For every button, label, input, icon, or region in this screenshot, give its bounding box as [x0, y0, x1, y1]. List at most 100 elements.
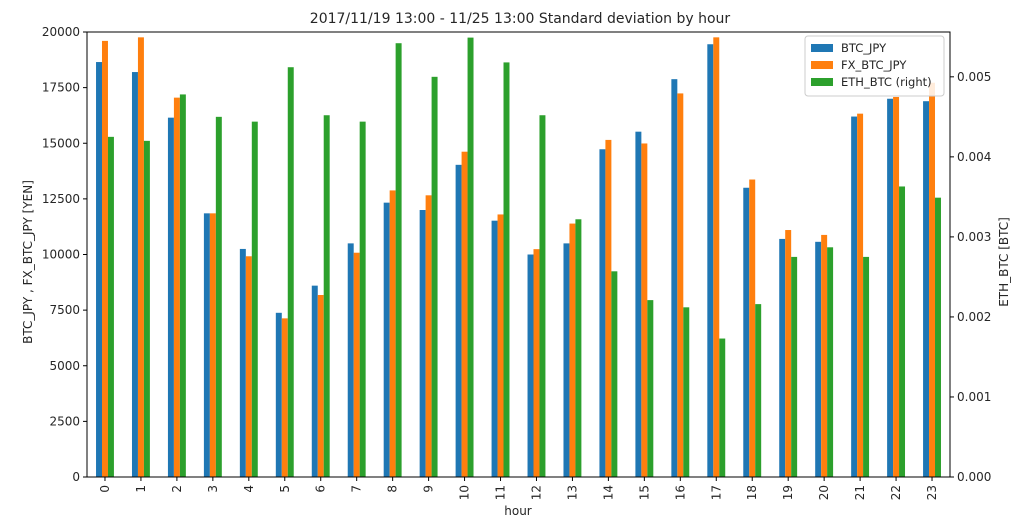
- x-tick-label: 10: [458, 485, 472, 500]
- bar: [203, 213, 210, 477]
- bar: [455, 164, 462, 477]
- legend-box: [804, 35, 945, 97]
- bar: [317, 295, 324, 477]
- bar: [743, 187, 750, 477]
- bar: [137, 37, 144, 478]
- bar: [719, 338, 726, 477]
- y-tick-label: 15000: [42, 136, 80, 150]
- legend-label: BTC_JPY: [841, 41, 887, 55]
- bar: [779, 238, 786, 477]
- x-tick-label: 21: [853, 485, 867, 500]
- y-tick-label: 17500: [42, 81, 80, 95]
- bar: [749, 179, 756, 477]
- bar: [647, 300, 654, 477]
- y-tick-label: 12500: [42, 192, 80, 206]
- y-axis-label-left: BTC_JPY , FX_BTC_JPY [YEN]: [21, 180, 35, 344]
- x-tick-label: 19: [781, 485, 795, 500]
- legend-label: FX_BTC_JPY: [841, 58, 907, 72]
- bar: [503, 62, 510, 477]
- bar: [497, 214, 504, 477]
- bar: [209, 213, 216, 477]
- bar: [923, 101, 930, 477]
- x-tick-label: 13: [565, 485, 579, 500]
- y2-tick-label: 0.002: [957, 310, 991, 324]
- bar: [713, 37, 720, 478]
- legend-label: ETH_BTC (right): [841, 75, 932, 89]
- y-tick-label: 5000: [49, 359, 80, 373]
- bar: [533, 249, 540, 477]
- bar: [287, 67, 294, 477]
- bar: [857, 113, 864, 477]
- bar: [683, 307, 690, 477]
- x-tick-label: 0: [98, 485, 112, 493]
- bar: [419, 210, 426, 477]
- bar: [785, 230, 792, 477]
- bar: [893, 96, 900, 477]
- bar: [143, 140, 150, 477]
- x-tick-label: 5: [278, 485, 292, 493]
- bar: [569, 223, 576, 477]
- bar: [611, 271, 618, 477]
- x-tick-label: 4: [242, 485, 256, 493]
- bar: [791, 256, 798, 477]
- bar: [929, 82, 936, 477]
- x-tick-label: 23: [925, 485, 939, 500]
- y2-tick-label: 0.004: [957, 150, 991, 164]
- bar: [311, 285, 318, 477]
- x-tick-label: 14: [601, 485, 615, 500]
- x-tick-label: 16: [673, 485, 687, 500]
- bar: [899, 186, 906, 477]
- legend-swatch: [811, 44, 833, 52]
- bar: [851, 116, 858, 478]
- y-axis-label-right: ETH_BTC [BTC]: [997, 217, 1011, 307]
- y2-tick-label: 0.000: [957, 470, 991, 484]
- plot-area: [86, 31, 951, 478]
- x-tick-label: 18: [745, 485, 759, 500]
- bar: [635, 131, 642, 477]
- legend: BTC_JPY FX_BTC_JPY ETH_BTC (right): [804, 35, 945, 97]
- bar: [389, 190, 396, 478]
- x-tick-label: 3: [206, 485, 220, 493]
- bar: [96, 62, 102, 477]
- series-eth-btc-right: [107, 37, 941, 478]
- bar: [887, 98, 894, 477]
- x-axis: 0 1 2 3 4 5 6 7 8 9 10 11 12 13 14 15 16 17 18 19 20 21 22 23: [98, 477, 939, 500]
- x-tick-label: 2: [170, 485, 184, 493]
- x-tick-label: 11: [494, 485, 508, 500]
- chart-title: 2017/11/19 13:00 - 11/25 13:00 Standard …: [310, 11, 731, 27]
- legend-swatch: [811, 78, 833, 86]
- bar: [173, 97, 180, 477]
- bar: [131, 72, 138, 478]
- x-axis-label: hour: [504, 504, 532, 518]
- bar: [179, 94, 186, 478]
- bar: [347, 243, 354, 478]
- bar: [935, 197, 941, 478]
- bar: [251, 121, 258, 477]
- x-tick-label: 17: [709, 485, 723, 500]
- bar: [167, 117, 174, 477]
- x-tick-label: 8: [386, 485, 400, 493]
- x-tick-label: 7: [350, 485, 364, 493]
- y-tick-label: 2500: [49, 414, 80, 428]
- y-axis-left: 0 2500 5000 7500 10000 12500 15000 17500 20000: [42, 25, 87, 484]
- bar: [527, 254, 534, 477]
- bar: [281, 318, 288, 477]
- bar: [461, 151, 468, 477]
- bar: [239, 248, 246, 477]
- y-axis-right: 0.000 0.001 0.002 0.003 0.004 0.005: [950, 70, 991, 484]
- bar: [821, 234, 828, 477]
- x-tick-label: 15: [637, 485, 651, 500]
- bar: [707, 44, 714, 478]
- bar: [431, 76, 438, 477]
- bar: [563, 243, 570, 478]
- bar: [425, 195, 432, 477]
- y-tick-label: 7500: [49, 303, 80, 317]
- bar: [605, 139, 612, 477]
- y-tick-label: 10000: [42, 248, 80, 262]
- bar: [677, 93, 684, 477]
- bar: [599, 149, 606, 477]
- bar: [467, 37, 474, 477]
- x-tick-label: 6: [314, 485, 328, 493]
- bar: [107, 136, 114, 477]
